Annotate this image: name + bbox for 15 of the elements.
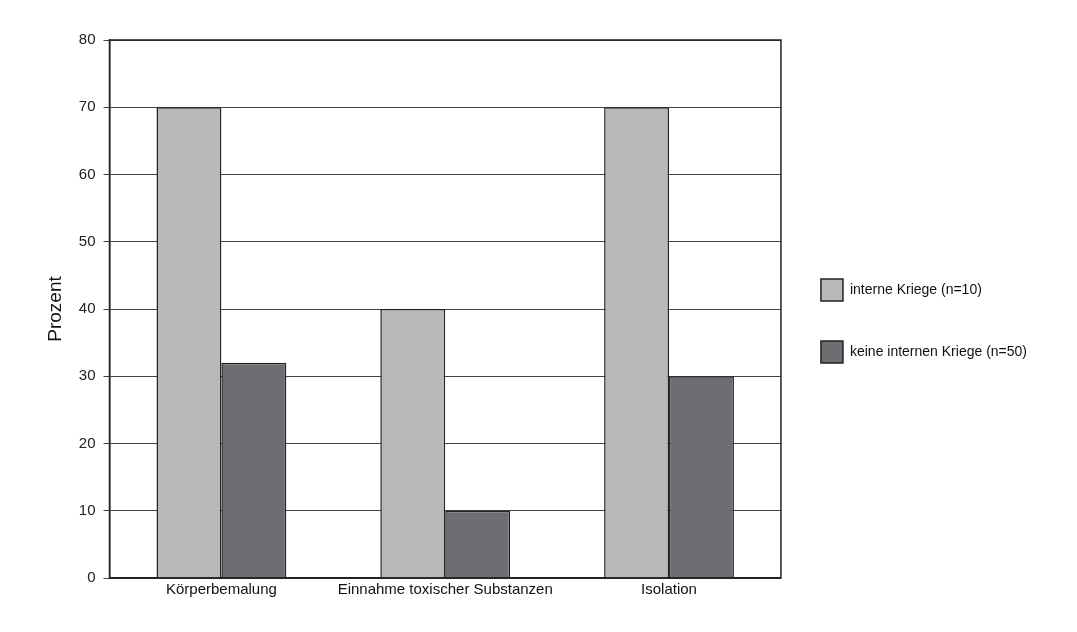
- y-tick-label: 0: [87, 568, 96, 586]
- x-tick-label: Isolation: [641, 580, 697, 598]
- y-axis-title: Prozent: [43, 275, 65, 342]
- x-tick-label: Einnahme toxischer Substanzen: [337, 580, 553, 598]
- y-tick-label: 70: [78, 97, 96, 115]
- x-tick-label: Körperbemalung: [165, 580, 277, 598]
- y-tick-label: 30: [78, 366, 96, 384]
- y-tick-label: 10: [78, 500, 96, 518]
- y-tick-label: 50: [78, 231, 96, 249]
- y-tick-label: 60: [78, 164, 96, 182]
- legend-label: interne Kriege (n=10): [849, 280, 982, 297]
- legend-label: keine internen Kriege (n=50): [849, 342, 1027, 359]
- y-tick-label: 40: [78, 299, 96, 317]
- y-tick-label: 80: [78, 30, 96, 48]
- y-tick-label: 20: [78, 433, 96, 451]
